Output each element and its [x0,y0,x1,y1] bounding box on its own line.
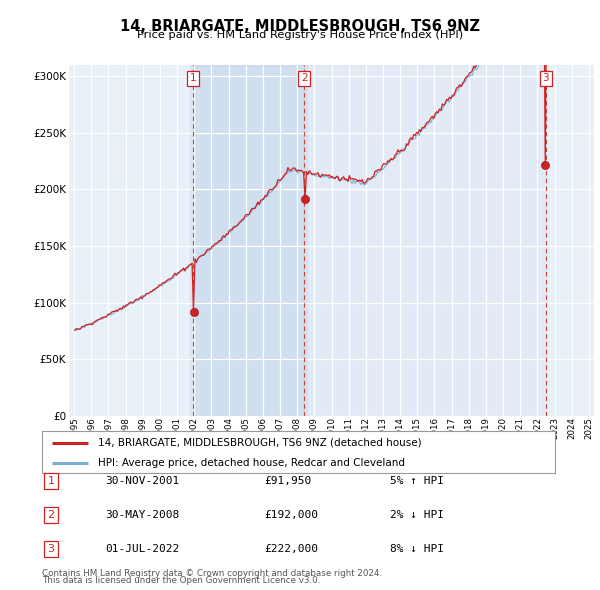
Text: HPI: Average price, detached house, Redcar and Cleveland: HPI: Average price, detached house, Redc… [98,458,406,467]
Text: This data is licensed under the Open Government Licence v3.0.: This data is licensed under the Open Gov… [42,576,320,585]
Bar [304,65,546,416]
Text: 5% ↑ HPI: 5% ↑ HPI [390,476,444,486]
Bar [307,65,548,416]
Text: 2: 2 [301,74,308,84]
Text: 3: 3 [47,545,55,554]
Text: 14, BRIARGATE, MIDDLESBROUGH, TS6 9NZ (detached house): 14, BRIARGATE, MIDDLESBROUGH, TS6 9NZ (d… [98,438,422,448]
Text: 8% ↓ HPI: 8% ↓ HPI [390,545,444,554]
Bar [193,65,304,416]
Text: 01-JUL-2022: 01-JUL-2022 [105,545,179,554]
Text: Contains HM Land Registry data © Crown copyright and database right 2024.: Contains HM Land Registry data © Crown c… [42,569,382,578]
Text: 1: 1 [190,74,196,84]
Text: 2% ↓ HPI: 2% ↓ HPI [390,510,444,520]
Bar [190,65,307,416]
FancyBboxPatch shape [42,431,555,473]
Text: £91,950: £91,950 [264,476,311,486]
Text: 30-MAY-2008: 30-MAY-2008 [105,510,179,520]
Text: £222,000: £222,000 [264,545,318,554]
Text: £192,000: £192,000 [264,510,318,520]
Text: 30-NOV-2001: 30-NOV-2001 [105,476,179,486]
Text: Price paid vs. HM Land Registry's House Price Index (HPI): Price paid vs. HM Land Registry's House … [137,30,463,40]
Text: 3: 3 [542,74,549,84]
Text: 1: 1 [47,476,55,486]
Text: 14, BRIARGATE, MIDDLESBROUGH, TS6 9NZ: 14, BRIARGATE, MIDDLESBROUGH, TS6 9NZ [120,19,480,34]
Text: 2: 2 [47,510,55,520]
